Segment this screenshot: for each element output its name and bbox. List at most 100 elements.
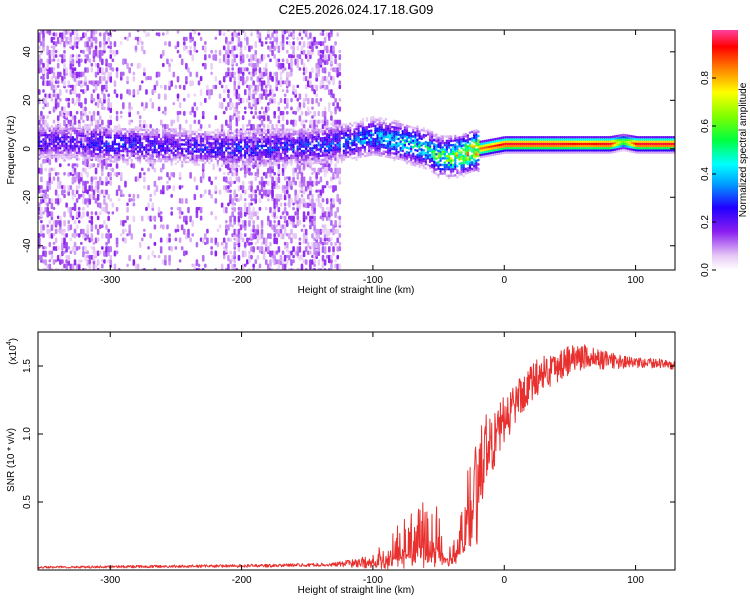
heatmap-cell	[227, 151, 230, 155]
heatmap-cell	[311, 172, 314, 176]
heatmap-cell	[98, 41, 102, 48]
heatmap-cell	[269, 97, 272, 105]
heatmap-cell	[327, 49, 331, 54]
heatmap-cell	[237, 80, 241, 86]
heatmap-cell	[256, 62, 260, 68]
heatmap-cell	[172, 142, 175, 146]
heatmap-cell	[113, 89, 117, 95]
heatmap-cell	[67, 153, 70, 157]
heatmap-cell	[63, 135, 66, 139]
heatmap-cell	[151, 89, 155, 96]
heatmap-cell	[180, 198, 184, 204]
heatmap-cell	[386, 148, 390, 152]
heatmap-cell	[56, 84, 60, 89]
heatmap-cell	[159, 237, 163, 243]
heatmap-cell	[101, 189, 104, 194]
heatmap-cell	[63, 172, 66, 176]
heatmap-cell	[126, 233, 129, 237]
heatmap-cell	[330, 157, 333, 161]
heatmap-cell	[311, 259, 314, 265]
heatmap-cell	[61, 189, 64, 196]
heatmap-cell	[185, 233, 188, 240]
heatmap-cell	[248, 167, 251, 172]
heatmap-cell	[98, 146, 102, 150]
heatmap-cell	[182, 154, 186, 157]
heatmap-cell	[73, 41, 77, 48]
heatmap-cell	[75, 163, 79, 168]
heatmap-cell	[189, 110, 192, 116]
heatmap-cell	[77, 147, 81, 150]
heatmap-cell	[56, 36, 60, 44]
heatmap-cell	[98, 189, 102, 195]
heatmap-cell	[96, 119, 100, 126]
heatmap-cell	[166, 124, 169, 129]
heatmap-cell	[172, 158, 175, 161]
heatmap-cell	[359, 148, 362, 152]
heatmap-cell	[380, 143, 383, 147]
heatmap-cell	[67, 36, 71, 40]
heatmap-cell	[330, 228, 333, 233]
heatmap-cell	[42, 246, 45, 250]
heatmap-cell	[302, 30, 306, 34]
heatmap-cell	[367, 153, 371, 157]
heatmap-cell	[174, 129, 177, 133]
heatmap-cell	[214, 185, 218, 192]
heatmap-cell	[88, 143, 91, 147]
heatmap-cell	[113, 49, 117, 57]
heatmap-cell	[92, 110, 96, 117]
heatmap-cell	[248, 138, 251, 142]
heatmap-cell	[327, 142, 331, 146]
heatmap-cell	[59, 259, 62, 265]
heatmap-cell	[277, 161, 280, 165]
heatmap-cell	[342, 158, 346, 161]
heatmap-cell	[59, 215, 62, 221]
heatmap-cell	[42, 140, 45, 143]
heatmap-cell	[182, 156, 186, 159]
heatmap-cell	[187, 143, 190, 146]
heatmap-cell	[105, 189, 108, 195]
heatmap-cell	[119, 233, 123, 237]
heatmap-cell	[107, 102, 110, 108]
heatmap-cell	[254, 176, 258, 182]
heatmap-cell	[103, 133, 106, 137]
heatmap-cell	[109, 119, 113, 126]
heatmap-cell	[292, 132, 295, 137]
heatmap-cell	[98, 141, 102, 148]
heatmap-cell	[168, 129, 171, 133]
heatmap-cell	[92, 80, 96, 87]
heatmap-cell	[143, 176, 146, 183]
heatmap-cell	[65, 241, 68, 248]
heatmap-cell	[50, 149, 54, 152]
heatmap-cell	[321, 224, 325, 229]
heatmap-cell	[296, 132, 299, 136]
heatmap-cell	[201, 163, 205, 170]
heatmap-cell	[82, 71, 85, 77]
heatmap-cell	[107, 228, 110, 233]
heatmap-cell	[77, 97, 81, 102]
heatmap-cell	[147, 202, 150, 209]
heatmap-cell	[292, 30, 295, 34]
heatmap-cell	[237, 151, 241, 155]
heatmap-cell	[80, 84, 83, 88]
heatmap-cell	[338, 106, 342, 112]
heatmap-cell	[56, 176, 60, 182]
heatmap-cell	[355, 143, 358, 146]
heatmap-cell	[353, 132, 356, 136]
heatmap-cell	[258, 58, 262, 65]
heatmap-cell	[98, 97, 102, 104]
heatmap-cell	[290, 128, 293, 131]
heatmap-cell	[143, 157, 146, 160]
heatmap-cell	[384, 124, 388, 128]
heatmap-cell	[399, 149, 402, 152]
heatmap-cell	[302, 71, 306, 76]
heatmap-cell	[319, 128, 322, 131]
heatmap-cell	[231, 211, 234, 218]
heatmap-cell	[229, 237, 232, 242]
heatmap-cell	[170, 134, 173, 137]
heatmap-cell	[113, 127, 117, 131]
heatmap-cell	[315, 189, 318, 193]
heatmap-cell	[388, 134, 392, 137]
heatmap-cell	[319, 237, 323, 244]
heatmap-cell	[342, 127, 346, 131]
heatmap-cell	[168, 133, 171, 137]
